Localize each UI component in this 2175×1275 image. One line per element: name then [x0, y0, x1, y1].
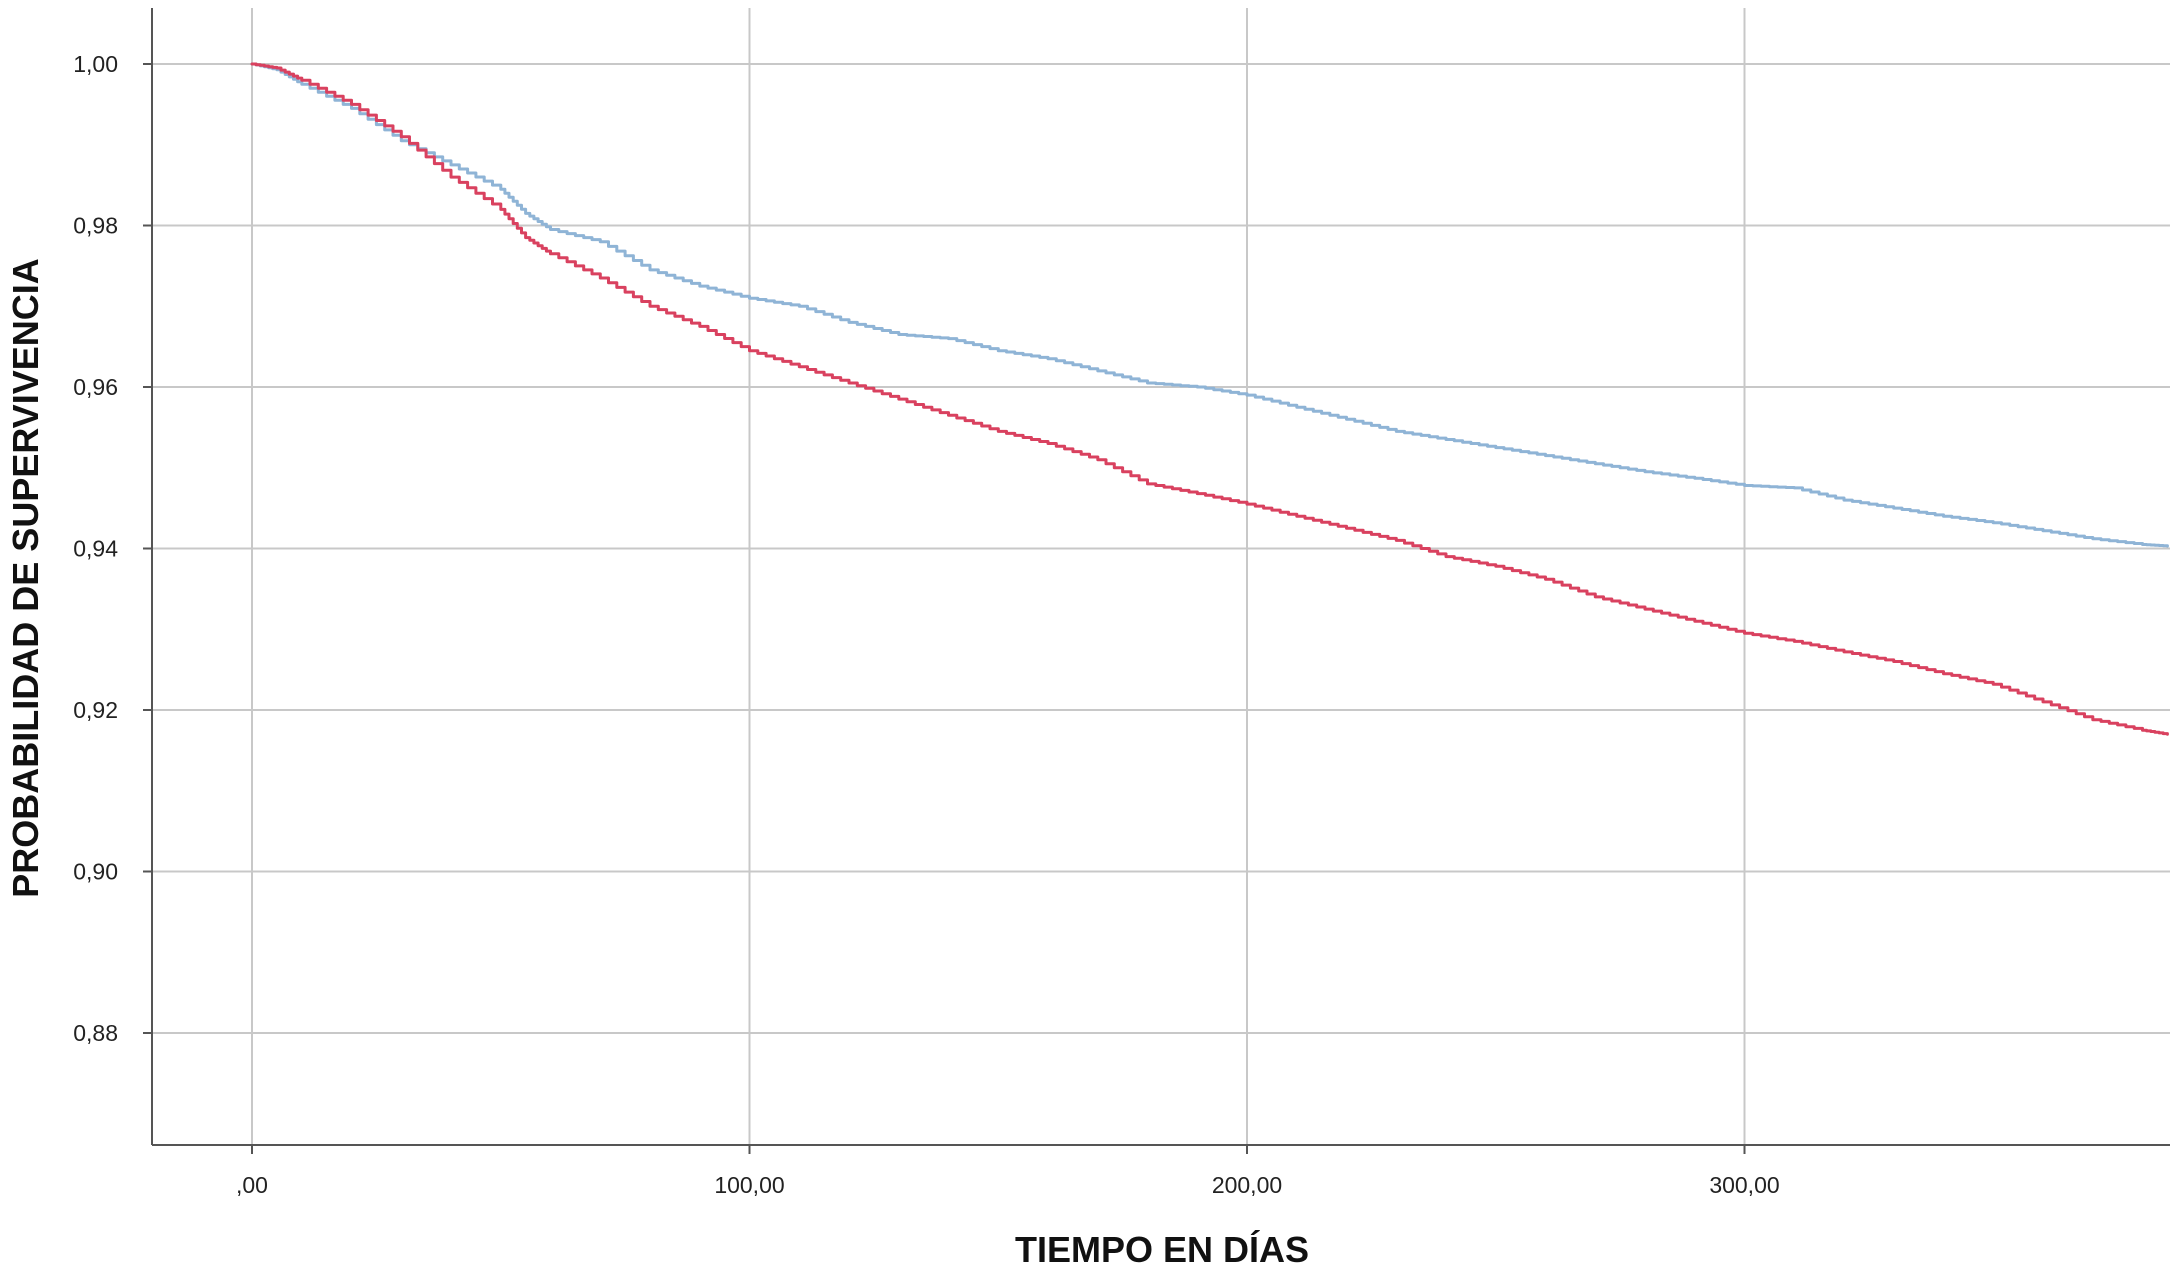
y-gridlines — [152, 63, 2170, 1034]
x-gridlines — [251, 8, 1746, 1145]
series-layer — [250, 62, 2169, 736]
series-line-2 — [250, 62, 2169, 736]
series-line-1 — [250, 62, 2169, 548]
y-tick-label: 0,98 — [73, 213, 118, 239]
y-tick-label: 0,96 — [73, 374, 118, 400]
x-tick-label: 200,00 — [1212, 1172, 1282, 1198]
y-tick-label: 0,88 — [73, 1020, 118, 1046]
y-tick-label: 0,90 — [73, 859, 118, 885]
x-axis-title: TIEMPO EN DÍAS — [1015, 1229, 1309, 1270]
y-tick-label: 0,92 — [73, 697, 118, 723]
x-tick-label: ,00 — [236, 1172, 268, 1198]
x-tick-label: 100,00 — [714, 1172, 784, 1198]
x-tick-label: 300,00 — [1709, 1172, 1779, 1198]
y-tick-label: 0,94 — [73, 536, 118, 562]
y-axis-title: PROBABILIDAD DE SUPERVIVENCIA — [5, 258, 46, 897]
x-axis-ticks: ,00 100,00 200,00 300,00 — [236, 1145, 1780, 1198]
y-tick-label: 1,00 — [73, 51, 118, 77]
y-axis-ticks: 0,88 0,90 0,92 0,94 0,96 0,98 1,00 — [73, 51, 152, 1046]
